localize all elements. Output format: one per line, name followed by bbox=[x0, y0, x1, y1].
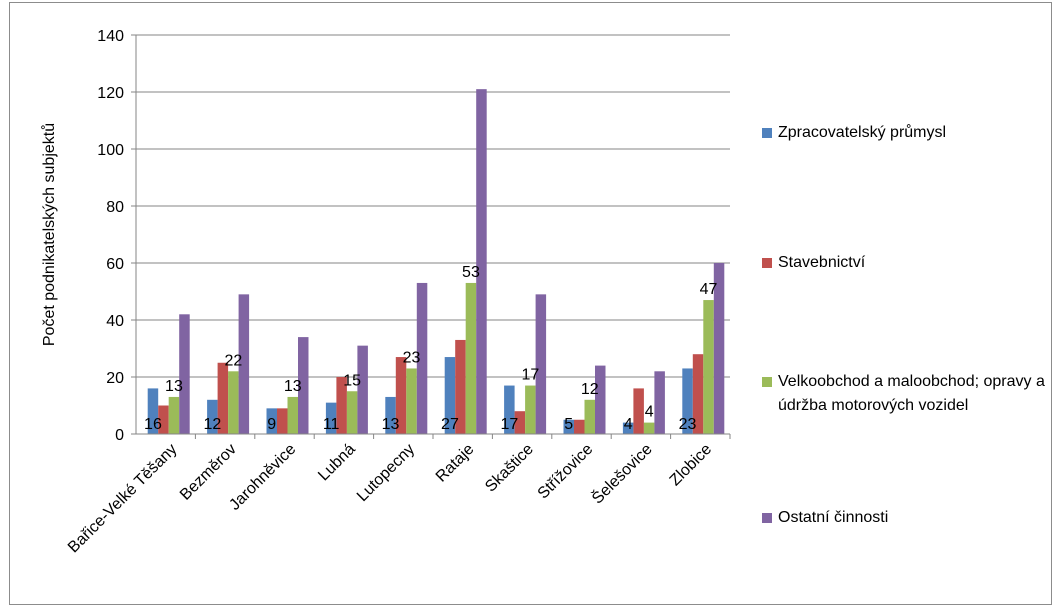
data-label: 4 bbox=[645, 404, 654, 421]
bar-ostatni-cinnosti bbox=[357, 345, 368, 434]
y-tick-label: 100 bbox=[97, 142, 124, 159]
legend-item-stavebnictvi: Stavebnictví bbox=[762, 253, 1048, 275]
bar-stavebnictvi bbox=[158, 405, 169, 434]
bar-zpracovatelsky-prumysl bbox=[622, 422, 634, 434]
data-label: 13 bbox=[284, 378, 302, 395]
bar-velkoobchod-a-maloobchod-opravy-a-udrzba-motorovych-vozidel bbox=[643, 422, 655, 434]
y-tick-label: 40 bbox=[106, 313, 124, 330]
legend-swatch bbox=[762, 377, 772, 387]
bar-ostatni-cinnosti bbox=[476, 89, 487, 435]
y-tick-label: 140 bbox=[97, 28, 124, 45]
bar-ostatni-cinnosti bbox=[654, 371, 665, 434]
data-label: 15 bbox=[343, 372, 361, 389]
y-tick-label: 80 bbox=[106, 199, 124, 216]
bar-zpracovatelsky-prumysl bbox=[207, 399, 218, 434]
data-label: 53 bbox=[462, 264, 480, 281]
y-axis-label: Počet podnikatelských subjektů bbox=[40, 123, 58, 346]
bar-ostatni-cinnosti bbox=[595, 365, 606, 434]
legend-item-velkoobchod-a-maloobchod-opravy-a-udrzba-motorovych-vozidel: Velkoobchod a maloobchod; opravy a údržb… bbox=[762, 372, 1048, 418]
data-label: 17 bbox=[500, 416, 518, 433]
bar-stavebnictvi bbox=[514, 411, 526, 434]
bar-velkoobchod-a-maloobchod-opravy-a-udrzba-motorovych-vozidel bbox=[168, 396, 180, 434]
legend-swatch bbox=[762, 513, 772, 523]
category-label: Bařice-Velké Těšany bbox=[65, 441, 181, 557]
bar-velkoobchod-a-maloobchod-opravy-a-udrzba-motorovych-vozidel bbox=[346, 391, 358, 434]
bar-stavebnictvi bbox=[455, 339, 466, 434]
bar-velkoobchod-a-maloobchod-opravy-a-udrzba-motorovych-vozidel bbox=[228, 371, 239, 434]
data-label: 17 bbox=[521, 367, 539, 384]
legend-item-zpracovatelsky-prumysl: Zpracovatelský průmysl bbox=[762, 123, 1048, 145]
bar-ostatni-cinnosti bbox=[298, 337, 309, 434]
bar-velkoobchod-a-maloobchod-opravy-a-udrzba-motorovych-vozidel bbox=[406, 368, 417, 434]
bar-zpracovatelsky-prumysl bbox=[504, 385, 515, 434]
category-label: Zlobice bbox=[667, 441, 716, 490]
bar-stavebnictvi bbox=[692, 354, 704, 434]
bar-stavebnictvi bbox=[633, 388, 644, 434]
bar-ostatni-cinnosti bbox=[179, 314, 190, 434]
legend-swatch bbox=[762, 258, 772, 268]
data-label: 12 bbox=[581, 381, 599, 398]
bar-stavebnictvi bbox=[395, 357, 407, 434]
data-label: 11 bbox=[323, 416, 340, 433]
legend-swatch bbox=[762, 128, 772, 138]
category-label: Šelešovice bbox=[588, 439, 656, 507]
bar-zpracovatelsky-prumysl bbox=[266, 408, 277, 434]
bar-velkoobchod-a-maloobchod-opravy-a-udrzba-motorovych-vozidel bbox=[465, 282, 477, 434]
bar-stavebnictvi bbox=[277, 408, 288, 434]
data-label: 13 bbox=[382, 416, 400, 433]
bar-velkoobchod-a-maloobchod-opravy-a-udrzba-motorovych-vozidel bbox=[287, 396, 298, 434]
category-label: Rataje bbox=[433, 441, 478, 486]
data-label: 4 bbox=[624, 416, 633, 433]
bar-zpracovatelsky-prumysl bbox=[385, 396, 396, 434]
y-tick-label: 120 bbox=[97, 85, 124, 102]
data-label: 23 bbox=[403, 349, 421, 366]
bar-stavebnictvi bbox=[217, 362, 229, 434]
data-label: 16 bbox=[144, 416, 162, 433]
data-label: 23 bbox=[679, 416, 697, 433]
bar-stavebnictvi bbox=[336, 377, 347, 434]
legend-label: Ostatní činnosti bbox=[778, 509, 889, 526]
category-label: Lubná bbox=[315, 441, 359, 485]
y-tick-label: 60 bbox=[106, 256, 124, 273]
category-label: Střížovice bbox=[535, 441, 597, 503]
legend-label: Velkoobchod a maloobchod; opravy a údržb… bbox=[778, 373, 1045, 414]
bar-ostatni-cinnosti bbox=[238, 294, 250, 434]
bar-ostatni-cinnosti bbox=[535, 294, 547, 434]
legend-label: Stavebnictví bbox=[778, 254, 866, 271]
bar-ostatni-cinnosti bbox=[416, 282, 428, 434]
y-tick-label: 20 bbox=[106, 370, 124, 387]
data-label: 5 bbox=[564, 416, 573, 433]
category-label: Lutopecny bbox=[354, 441, 418, 505]
bar-stavebnictvi bbox=[574, 419, 585, 434]
data-label: 13 bbox=[165, 378, 183, 395]
legend-item-ostatni-cinnosti: Ostatní činnosti bbox=[762, 508, 1048, 530]
data-label: 9 bbox=[267, 416, 276, 433]
bar-zpracovatelsky-prumysl bbox=[444, 357, 456, 434]
bar-zpracovatelsky-prumysl bbox=[563, 419, 574, 434]
data-label: 12 bbox=[203, 416, 221, 433]
chart-legend: Zpracovatelský průmysl Stavebnictví Velkoo… bbox=[762, 0, 1052, 606]
y-tick-label: 0 bbox=[115, 427, 124, 444]
bar-velkoobchod-a-maloobchod-opravy-a-udrzba-motorovych-vozidel bbox=[703, 300, 714, 434]
category-label: Bezměrov bbox=[177, 441, 240, 504]
data-label: 27 bbox=[441, 416, 459, 433]
data-label: 47 bbox=[700, 281, 718, 298]
chart-frame bbox=[9, 2, 1052, 605]
bar-velkoobchod-a-maloobchod-opravy-a-udrzba-motorovych-vozidel bbox=[584, 399, 595, 434]
legend-label: Zpracovatelský průmysl bbox=[778, 124, 947, 141]
bar-zpracovatelsky-prumysl bbox=[147, 388, 159, 434]
bar-zpracovatelsky-prumysl bbox=[682, 368, 693, 434]
data-label: 22 bbox=[224, 352, 242, 369]
bar-ostatni-cinnosti bbox=[713, 263, 725, 434]
bar-zpracovatelsky-prumysl bbox=[325, 402, 337, 434]
category-label: Skaštice bbox=[482, 441, 537, 496]
bar-velkoobchod-a-maloobchod-opravy-a-udrzba-motorovych-vozidel bbox=[525, 385, 536, 434]
